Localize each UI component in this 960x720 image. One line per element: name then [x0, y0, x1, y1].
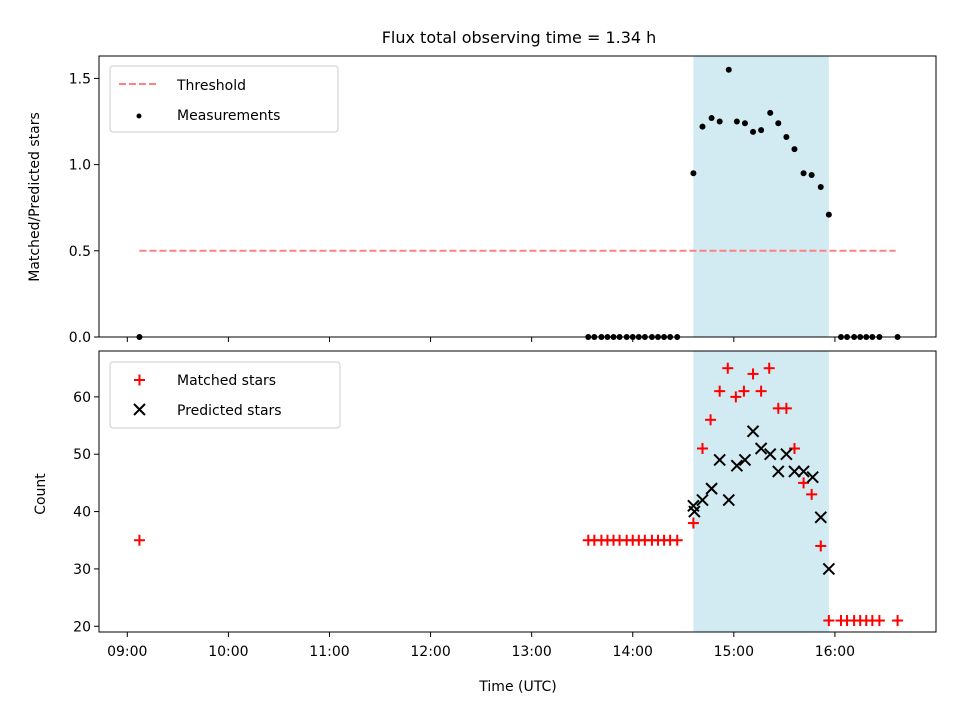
predicted-point — [764, 448, 777, 461]
predicted-point — [788, 465, 801, 478]
y-tick-label: 40 — [73, 505, 91, 521]
matched-point — [714, 385, 726, 397]
matched-point — [747, 368, 759, 380]
measurement-point — [741, 120, 748, 127]
y-tick-label: 20 — [73, 619, 91, 635]
x-tick-label: 14:00 — [613, 644, 653, 660]
measurement-point — [825, 211, 832, 218]
measurement-point — [708, 115, 715, 122]
top-axes-frame — [98, 55, 937, 338]
predicted-point — [713, 453, 726, 467]
predicted-point — [797, 465, 810, 478]
legend-matched-label: Matched stars — [177, 373, 276, 389]
matched-point — [687, 517, 699, 529]
legend-matched-swatch — [134, 374, 145, 386]
predicted-point — [772, 465, 785, 478]
predicted-point — [754, 442, 768, 455]
measurement-point — [800, 170, 807, 177]
y-tick-label: 0.0 — [69, 330, 91, 346]
legend-threshold-label: Threshold — [176, 78, 246, 94]
top-legend: Threshold Measurements — [109, 65, 339, 133]
measurement-point — [725, 66, 732, 73]
predicted-point — [814, 511, 827, 524]
matched-point — [738, 385, 750, 397]
y-tick-label: 60 — [73, 390, 91, 406]
top-y-axis-label: Matched/Predicted stars — [27, 112, 43, 282]
matched-point — [873, 615, 885, 627]
matched-point — [806, 488, 818, 500]
x-tick-label: 10:00 — [208, 644, 248, 660]
highlight-span — [693, 56, 829, 337]
matched-point — [133, 534, 145, 546]
predicted-point — [688, 505, 701, 518]
chart-title: Flux total observing time = 1.34 h — [382, 28, 657, 47]
x-tick-label: 12:00 — [410, 644, 450, 660]
measurement-point — [758, 127, 765, 134]
matched-point — [823, 615, 835, 627]
measurement-point — [690, 170, 697, 177]
predicted-point — [705, 482, 718, 495]
bottom-panel: 20 30 40 50 60 09:00 10:00 11:00 12:00 13:00 14:00… — [73, 350, 937, 660]
x-tick-label: 11:00 — [309, 644, 349, 660]
matched-point — [755, 385, 767, 397]
predicted-point — [780, 448, 793, 461]
top-panel: 0.0 0.5 1.0 1.5 — [69, 55, 937, 346]
measurement-point — [767, 109, 774, 116]
predicted-point — [722, 493, 735, 507]
measurement-point — [733, 118, 740, 125]
matched-point — [892, 615, 904, 627]
bottom-legend: Matched stars Predicted stars — [109, 361, 341, 429]
matched-point — [705, 414, 717, 426]
matched-point — [798, 477, 810, 489]
measurement-point — [808, 171, 815, 178]
legend-predicted-swatch — [133, 403, 146, 416]
measurement-point — [716, 118, 723, 125]
y-tick-label: 0.5 — [69, 244, 91, 260]
predicted-point — [738, 453, 752, 467]
legend-measurements-swatch — [136, 113, 142, 119]
matched-point — [763, 362, 775, 374]
x-tick-label: 15:00 — [714, 644, 754, 660]
measurement-point — [699, 123, 706, 130]
y-tick-label: 1.0 — [69, 158, 91, 174]
measurement-point — [783, 134, 790, 141]
predicted-point — [746, 425, 760, 438]
matched-point — [780, 402, 792, 414]
x-tick-label: 13:00 — [511, 644, 551, 660]
measurement-point — [817, 184, 824, 191]
measurement-point — [750, 128, 757, 135]
measurement-point — [775, 120, 782, 127]
measurement-point — [791, 146, 798, 153]
predicted-point — [822, 562, 836, 576]
y-tick-label: 30 — [73, 562, 91, 578]
matched-point — [730, 391, 742, 403]
highlight-span — [693, 351, 829, 632]
x-tick-label: 16:00 — [815, 644, 855, 660]
y-tick-label: 50 — [73, 447, 91, 463]
x-tick-label: 09:00 — [107, 644, 147, 660]
matched-point — [815, 540, 827, 552]
matched-point — [722, 362, 734, 374]
y-tick-label: 1.5 — [69, 71, 91, 87]
legend-predicted-label: Predicted stars — [177, 403, 282, 419]
x-axis-label: Time (UTC) — [478, 679, 556, 695]
matched-point — [671, 534, 683, 546]
bottom-y-axis-label: Count — [33, 473, 49, 515]
predicted-point — [696, 493, 709, 507]
predicted-point — [806, 470, 819, 484]
predicted-point — [730, 459, 744, 472]
legend-measurements-label: Measurements — [177, 108, 280, 124]
matched-point — [696, 442, 708, 454]
bottom-axes-frame — [98, 350, 937, 633]
